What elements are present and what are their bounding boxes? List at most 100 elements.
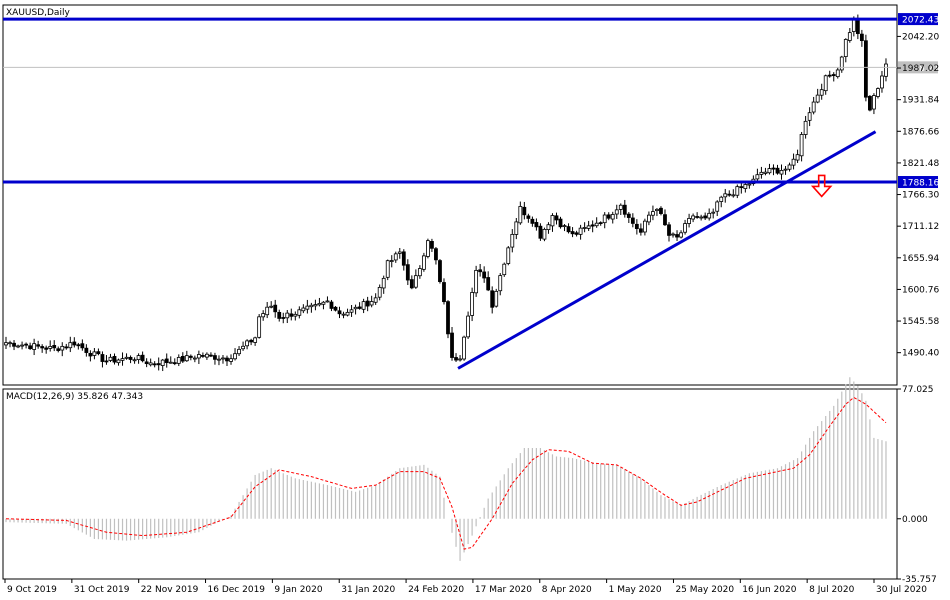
- candle-body: [293, 313, 298, 317]
- candle: [691, 213, 696, 223]
- candle: [120, 352, 125, 366]
- candle: [196, 350, 201, 364]
- price-panel: 2072.43 1788.16 1988.21 2042.20 1987.02 1931…: [2, 4, 939, 386]
- candle-body: [172, 362, 177, 365]
- candle-body: [140, 354, 145, 362]
- candle-body: [594, 222, 599, 227]
- candle: [349, 304, 354, 317]
- candle: [136, 353, 141, 364]
- candle: [325, 296, 330, 303]
- candle-body: [24, 343, 28, 346]
- candle: [454, 353, 458, 362]
- time-tick-label: 17 Mar 2020: [475, 585, 532, 595]
- candle-body: [671, 233, 675, 236]
- candle: [192, 355, 197, 363]
- candle-body: [104, 360, 109, 363]
- candle: [570, 227, 575, 238]
- candle-body: [651, 211, 655, 216]
- price-candles: [4, 14, 888, 372]
- candle: [598, 221, 603, 226]
- candle-body: [586, 225, 591, 229]
- candle: [707, 208, 712, 221]
- candle-body: [430, 241, 434, 249]
- candle-body: [675, 234, 679, 238]
- candle-body: [56, 348, 61, 351]
- candle: [663, 209, 667, 227]
- candle: [289, 308, 294, 321]
- candle-body: [16, 345, 20, 348]
- candle: [498, 273, 503, 296]
- candle-body: [317, 303, 322, 306]
- candle-body: [522, 206, 527, 216]
- candle-body: [148, 362, 153, 366]
- candle-body: [373, 297, 378, 303]
- candle: [655, 208, 659, 217]
- candle: [880, 70, 884, 93]
- candle: [446, 300, 450, 339]
- candle-body: [847, 32, 852, 41]
- candle-body: [269, 305, 274, 308]
- candle: [381, 275, 386, 294]
- candle: [719, 195, 724, 208]
- candle: [490, 286, 495, 314]
- candle-body: [642, 220, 647, 233]
- candle-body: [546, 224, 551, 231]
- candle: [108, 353, 113, 363]
- candle-body: [550, 215, 555, 227]
- candle: [28, 342, 33, 350]
- candle-body: [225, 357, 229, 362]
- level-price-label: 2072.43: [902, 16, 939, 26]
- candle-body: [92, 351, 97, 356]
- candle-body: [112, 356, 117, 363]
- candle: [285, 309, 290, 324]
- candle-body: [221, 357, 225, 360]
- candle-body: [554, 215, 559, 221]
- candle: [651, 205, 655, 221]
- candle-body: [257, 316, 262, 338]
- candle: [172, 358, 177, 366]
- candle: [711, 208, 716, 219]
- candle-body: [377, 286, 382, 298]
- candle-body: [116, 359, 121, 364]
- candle-body: [381, 277, 386, 289]
- candle: [321, 301, 326, 310]
- candle-body: [827, 74, 832, 77]
- candle-body: [626, 213, 631, 218]
- candle: [373, 293, 378, 305]
- candle-body: [389, 260, 394, 262]
- candle-body: [470, 292, 475, 316]
- candle: [863, 34, 868, 102]
- price-tick-label: 1490.40: [902, 349, 939, 359]
- candle: [32, 338, 37, 356]
- candle-body: [884, 63, 888, 77]
- candle: [542, 227, 547, 242]
- price-tick-label: 1545.58: [902, 317, 939, 327]
- candle: [642, 218, 647, 236]
- candle-body: [413, 275, 418, 288]
- candle: [205, 352, 209, 360]
- candle-body: [438, 260, 442, 282]
- candle-body: [562, 225, 567, 228]
- candle-body: [727, 193, 732, 196]
- candle: [843, 38, 848, 63]
- candle: [438, 259, 442, 284]
- candle-body: [434, 248, 438, 261]
- candle-body: [590, 224, 595, 227]
- candle-body: [96, 351, 101, 355]
- candle: [514, 217, 519, 240]
- candle-body: [691, 215, 696, 220]
- candle-body: [526, 215, 531, 219]
- candle: [847, 28, 852, 43]
- candle: [590, 220, 595, 233]
- candle-body: [683, 223, 687, 233]
- candle-body: [442, 282, 446, 303]
- candle-body: [313, 304, 318, 307]
- candle: [265, 302, 270, 319]
- candle-body: [518, 206, 523, 224]
- candle-body: [405, 264, 410, 281]
- candle-body: [164, 358, 169, 364]
- candle: [626, 212, 631, 224]
- candle-body: [273, 304, 278, 313]
- candle-body: [60, 345, 65, 351]
- candle-body: [205, 353, 209, 358]
